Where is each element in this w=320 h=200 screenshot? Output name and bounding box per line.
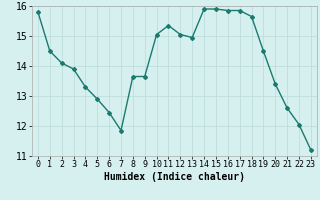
- X-axis label: Humidex (Indice chaleur): Humidex (Indice chaleur): [104, 172, 245, 182]
